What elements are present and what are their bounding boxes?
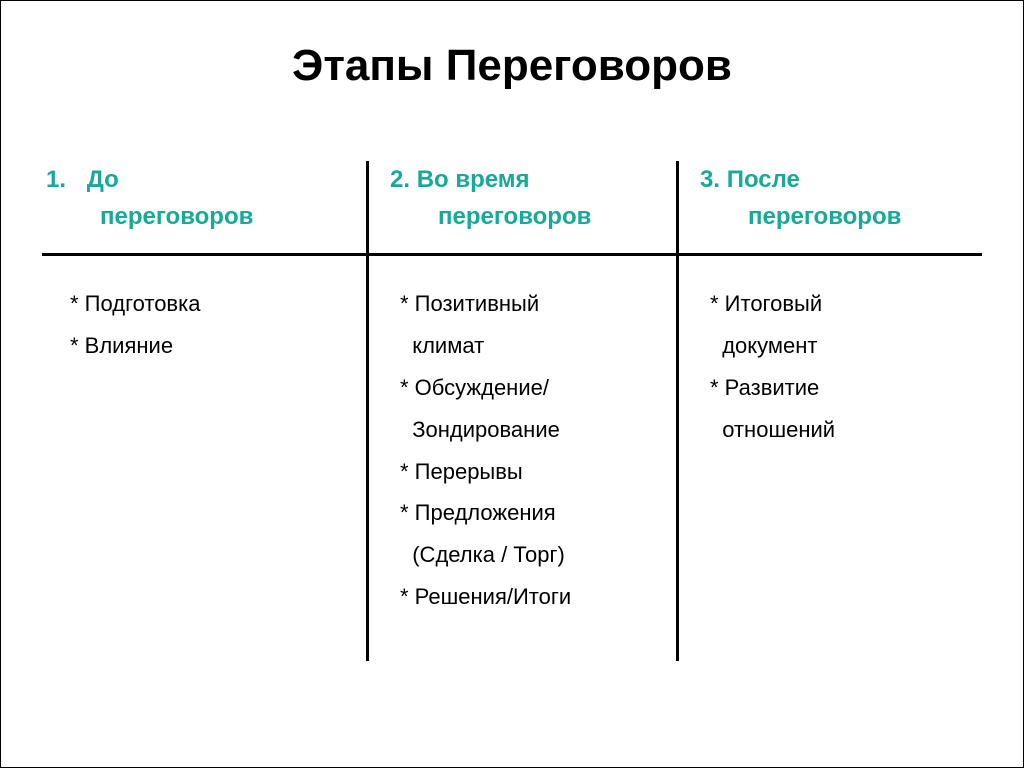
column-during: 2. Во время переговоров * Позитивный кли… — [382, 161, 662, 701]
column-label-line1: До — [87, 166, 119, 193]
column-label-line1: Во время — [417, 166, 530, 193]
slide-title: Этапы Переговоров — [1, 1, 1023, 91]
list-item: Зондирование — [400, 409, 654, 451]
column-heading: 3. После переговоров — [692, 161, 982, 253]
column-items: * Позитивный климат* Обсуждение/ Зондиро… — [382, 253, 662, 617]
column-label-line1: После — [727, 166, 800, 193]
list-item: климат — [400, 325, 654, 367]
column-label-line2: переговоров — [390, 198, 654, 235]
column-number: 3. — [700, 166, 720, 193]
list-item: отношений — [710, 409, 974, 451]
column-items: * Подготовка* Влияние — [42, 253, 352, 367]
list-item: * Подготовка — [70, 283, 344, 325]
list-item: * Развитие — [710, 367, 974, 409]
column-before: 1. До переговоров * Подготовка* Влияние — [42, 161, 352, 701]
column-number: 1. — [46, 166, 80, 193]
list-item: * Влияние — [70, 325, 344, 367]
stages-grid: 1. До переговоров * Подготовка* Влияние … — [42, 161, 982, 701]
vertical-divider-1 — [366, 161, 369, 661]
column-after: 3. После переговоров * Итоговый документ… — [692, 161, 982, 701]
list-item: * Решения/Итоги — [400, 576, 654, 618]
list-item: документ — [710, 325, 974, 367]
list-item: * Позитивный — [400, 283, 654, 325]
column-label-line2: переговоров — [700, 198, 974, 235]
column-heading: 2. Во время переговоров — [382, 161, 662, 253]
list-item: * Перерывы — [400, 451, 654, 493]
column-label-line2: переговоров — [46, 198, 344, 235]
list-item: * Обсуждение/ — [400, 367, 654, 409]
column-items: * Итоговый документ* Развитие отношений — [692, 253, 982, 450]
list-item: * Предложения — [400, 492, 654, 534]
list-item: * Итоговый — [710, 283, 974, 325]
list-item: (Сделка / Торг) — [400, 534, 654, 576]
column-heading: 1. До переговоров — [42, 161, 352, 253]
vertical-divider-2 — [676, 161, 679, 661]
column-number: 2. — [390, 166, 410, 193]
